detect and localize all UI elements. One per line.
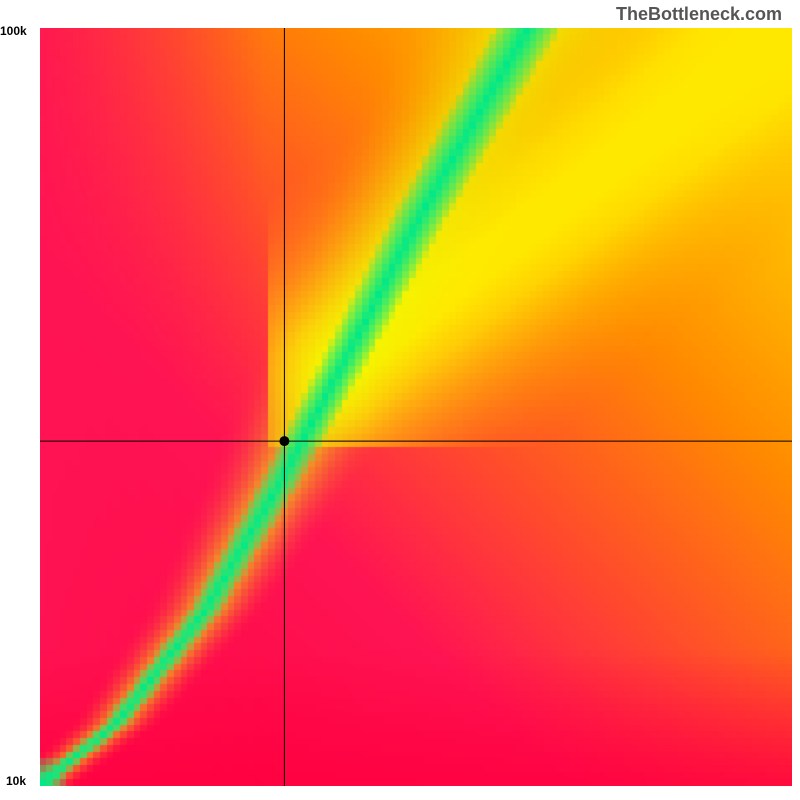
y-axis-label-bottom: 10k [6, 774, 26, 788]
watermark-text: TheBottleneck.com [616, 4, 782, 25]
bottleneck-heatmap: TheBottleneck.com 100k 10k [0, 0, 800, 800]
heatmap-canvas [40, 28, 792, 786]
y-axis-label-top: 100k [0, 24, 27, 38]
